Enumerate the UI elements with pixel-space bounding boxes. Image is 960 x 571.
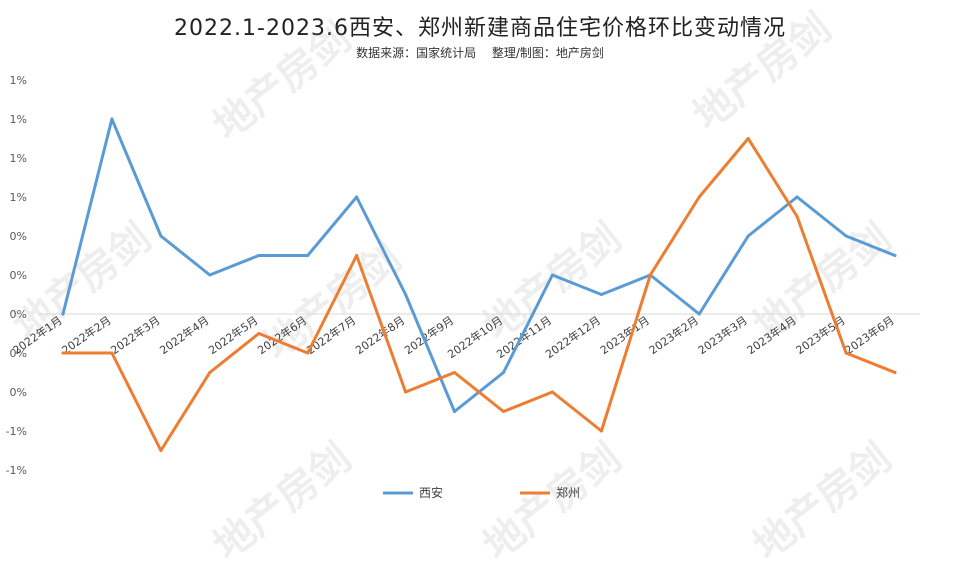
data-point bbox=[550, 390, 554, 394]
y-tick-label: 1% bbox=[10, 191, 27, 204]
x-tick-label: 2023年4月 bbox=[744, 313, 799, 357]
y-tick-label: 0% bbox=[10, 230, 27, 243]
data-point bbox=[404, 293, 408, 296]
data-point bbox=[453, 371, 457, 374]
data-point bbox=[795, 215, 799, 218]
legend-label: 西安 bbox=[419, 485, 443, 500]
x-tick-label: 2022年2月 bbox=[59, 313, 114, 357]
x-tick-label: 2023年2月 bbox=[646, 313, 701, 357]
y-tick-label: 0% bbox=[10, 347, 27, 360]
data-point bbox=[159, 234, 163, 238]
data-point bbox=[746, 137, 750, 140]
data-point bbox=[795, 195, 799, 199]
data-point bbox=[257, 332, 261, 335]
data-point bbox=[844, 351, 848, 355]
data-point bbox=[697, 312, 701, 316]
x-tick-label: 2022年12月 bbox=[543, 313, 603, 361]
data-point bbox=[110, 351, 114, 355]
data-point bbox=[306, 351, 310, 355]
data-point bbox=[61, 312, 65, 316]
data-point bbox=[648, 273, 652, 277]
data-point bbox=[893, 254, 897, 257]
y-tick-label: 0% bbox=[10, 269, 27, 282]
y-tick-label: 1% bbox=[10, 152, 27, 165]
series-line-1 bbox=[61, 117, 897, 413]
y-tick-label: 1% bbox=[10, 74, 27, 87]
y-tick-label: 1% bbox=[10, 113, 27, 126]
y-tick-label: -1% bbox=[6, 464, 27, 477]
data-point bbox=[404, 390, 408, 394]
data-point bbox=[159, 449, 163, 452]
data-point bbox=[257, 254, 261, 257]
data-point bbox=[355, 195, 359, 199]
line-chart: 1%1%1%1%0%0%0%0%0%-1%-1%2022年1月2022年2月20… bbox=[6, 74, 920, 500]
data-point bbox=[893, 371, 897, 374]
data-point bbox=[306, 254, 310, 257]
data-point bbox=[697, 195, 701, 199]
chart-subtitle: 数据来源：国家统计局 整理/制图：地产房剑 bbox=[356, 46, 604, 60]
data-point bbox=[550, 273, 554, 277]
data-point bbox=[208, 371, 212, 374]
x-tick-label: 2023年6月 bbox=[842, 313, 897, 357]
chart-title: 2022.1-2023.6西安、郑州新建商品住宅价格环比变动情况 bbox=[174, 16, 786, 41]
x-tick-label: 2022年3月 bbox=[108, 313, 163, 357]
data-point bbox=[599, 429, 603, 433]
y-tick-label: -1% bbox=[6, 425, 27, 438]
x-tick-label: 2023年3月 bbox=[695, 313, 750, 357]
x-tick-label: 2023年1月 bbox=[597, 313, 652, 357]
series-line-2 bbox=[61, 137, 897, 452]
legend-label: 郑州 bbox=[556, 485, 580, 500]
data-point bbox=[501, 371, 505, 374]
data-point bbox=[746, 234, 750, 238]
x-tick-label: 2022年7月 bbox=[304, 313, 359, 357]
data-point bbox=[599, 293, 603, 296]
data-point bbox=[61, 351, 65, 355]
y-tick-label: 0% bbox=[10, 308, 27, 321]
x-tick-label: 2022年4月 bbox=[157, 313, 212, 357]
data-point bbox=[208, 273, 212, 277]
data-point bbox=[453, 410, 457, 413]
data-point bbox=[110, 117, 114, 121]
data-point bbox=[501, 410, 505, 413]
y-tick-label: 0% bbox=[10, 386, 27, 399]
x-tick-label: 2022年5月 bbox=[206, 313, 261, 357]
data-point bbox=[355, 254, 359, 257]
data-point bbox=[844, 234, 848, 238]
